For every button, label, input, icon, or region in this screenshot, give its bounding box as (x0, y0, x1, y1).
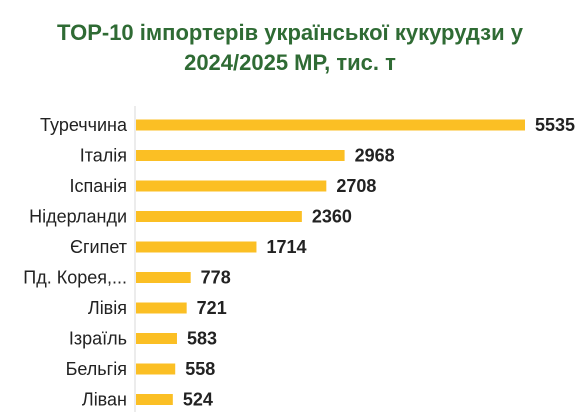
value-label-2: 2708 (336, 176, 376, 196)
bar-4 (136, 241, 257, 253)
value-label-1: 2968 (355, 146, 395, 166)
bar-5 (136, 272, 191, 283)
category-label-5: Пд. Корея,... (23, 268, 127, 288)
category-label-7: Ізраїль (69, 329, 127, 349)
bars-group: Туреччина 5535 Італія 2968 Іспанія 2708 Нідерл… (23, 115, 575, 410)
category-label-1: Італія (80, 146, 127, 166)
value-label-7: 583 (187, 329, 217, 349)
bar-2 (136, 180, 327, 192)
value-label-4: 1714 (266, 237, 306, 257)
bar-7 (136, 333, 177, 344)
category-label-4: Єгипет (70, 237, 127, 257)
category-label-2: Іспанія (70, 176, 127, 196)
bar-9 (136, 394, 173, 405)
category-label-6: Лівія (88, 298, 127, 318)
bar-8 (136, 363, 176, 375)
value-label-9: 524 (183, 390, 213, 410)
category-label-8: Бельгія (66, 359, 127, 379)
bar-0 (136, 119, 525, 131)
value-label-6: 721 (197, 298, 227, 318)
chart-title: TOP-10 імпортерів української кукурудзи … (0, 18, 580, 78)
category-label-3: Нідерланди (29, 207, 127, 227)
category-label-9: Ліван (82, 390, 127, 410)
value-label-0: 5535 (535, 115, 575, 135)
bar-6 (136, 302, 187, 314)
value-label-3: 2360 (312, 207, 352, 227)
bar-3 (136, 211, 302, 222)
value-label-8: 558 (185, 359, 215, 379)
chart-title-line-2: 2024/2025 МР, тис. т (184, 50, 396, 75)
category-label-0: Туреччина (40, 115, 128, 135)
chart-title-line-1: TOP-10 імпортерів української кукурудзи … (57, 20, 523, 45)
value-label-5: 778 (201, 268, 231, 288)
bar-1 (136, 150, 345, 161)
